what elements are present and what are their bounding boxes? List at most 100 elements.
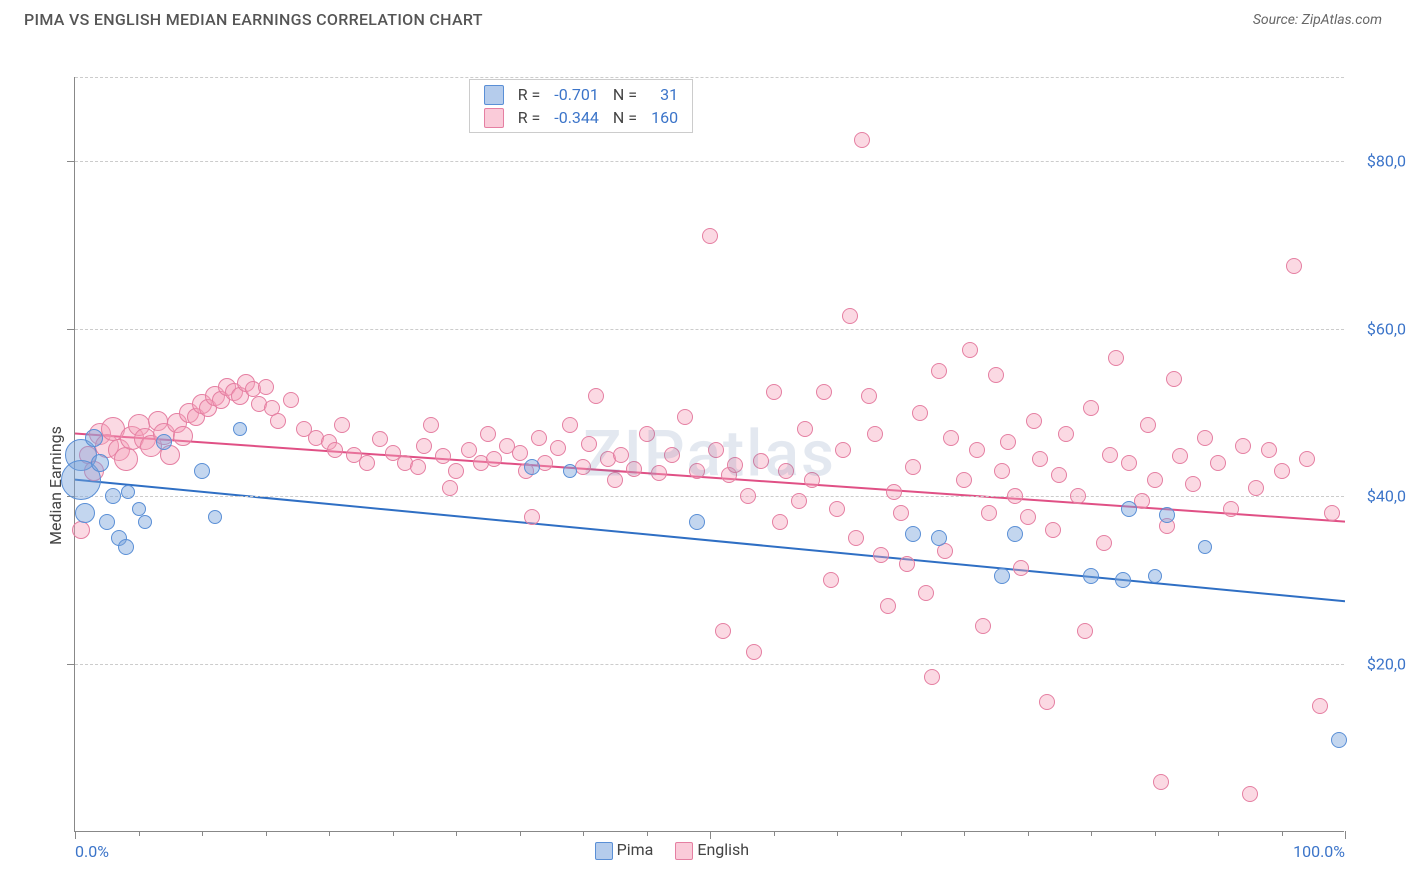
data-point-pima [208, 510, 222, 524]
x-tick-mark [1282, 831, 1283, 836]
x-tick-mark [75, 831, 76, 839]
x-tick-mark [774, 831, 775, 836]
data-point-english [816, 384, 832, 400]
x-tick-label: 100.0% [1293, 842, 1345, 861]
data-point-pima [1198, 540, 1212, 554]
data-point-english [1039, 694, 1055, 710]
x-tick-mark [583, 831, 584, 836]
data-point-english [823, 572, 839, 588]
legend-swatch-pima [484, 85, 504, 105]
data-point-english [1185, 476, 1201, 492]
plot-area: ZIPatlas R =-0.701N =31R =-0.344N =160 $… [74, 77, 1344, 832]
data-point-english [486, 451, 502, 467]
legend-r-value: -0.344 [548, 107, 605, 128]
data-point-english [531, 430, 547, 446]
gridline-h [75, 77, 1344, 78]
data-point-english [975, 618, 991, 634]
data-point-english [334, 417, 350, 433]
legend-stats-row: R =-0.701N =31 [478, 84, 684, 105]
data-point-english [1102, 447, 1118, 463]
y-tick-mark [67, 329, 75, 330]
data-point-english [524, 509, 540, 525]
data-point-english [639, 426, 655, 442]
x-tick-mark [329, 831, 330, 836]
legend-n-value: 31 [645, 84, 684, 105]
data-point-english [114, 447, 138, 471]
data-point-pima [931, 530, 947, 546]
gridline-h [75, 664, 1344, 665]
x-tick-mark [710, 831, 711, 839]
data-point-english [512, 445, 528, 461]
data-point-english [461, 442, 477, 458]
data-point-pima [233, 422, 247, 436]
data-point-english [359, 455, 375, 471]
legend-label: Pima [617, 840, 654, 859]
data-point-pima [75, 503, 95, 523]
data-point-pima [121, 485, 135, 499]
legend-n-value: 160 [645, 107, 684, 128]
y-tick-label: $80,000 [1354, 151, 1406, 170]
data-point-english [1147, 472, 1163, 488]
data-point-english [372, 431, 388, 447]
legend-n-label: N = [607, 107, 643, 128]
data-point-english [1140, 417, 1156, 433]
data-point-english [588, 388, 604, 404]
x-tick-mark [139, 831, 140, 836]
x-tick-mark [1345, 831, 1346, 839]
data-point-english [791, 493, 807, 509]
y-tick-mark [67, 664, 75, 665]
data-point-pima [118, 539, 134, 555]
legend-stats-box: R =-0.701N =31R =-0.344N =160 [469, 79, 693, 133]
data-point-english [804, 472, 820, 488]
data-point-english [924, 669, 940, 685]
data-point-pima [1007, 526, 1023, 542]
y-tick-label: $60,000 [1354, 319, 1406, 338]
data-point-english [848, 530, 864, 546]
data-point-english [988, 367, 1004, 383]
data-point-pima [138, 515, 152, 529]
data-point-english [283, 392, 299, 408]
data-point-english [918, 585, 934, 601]
x-tick-mark [901, 831, 902, 836]
data-point-english [797, 421, 813, 437]
data-point-english [1000, 434, 1016, 450]
data-point-english [1172, 448, 1188, 464]
x-tick-mark [1091, 831, 1092, 836]
data-point-english [702, 228, 718, 244]
data-point-english [943, 430, 959, 446]
data-point-english [829, 501, 845, 517]
data-point-english [835, 442, 851, 458]
gridline-h [75, 161, 1344, 162]
legend-r-label: R = [512, 84, 547, 105]
data-point-english [880, 598, 896, 614]
data-point-english [613, 447, 629, 463]
data-point-english [562, 417, 578, 433]
x-tick-mark [520, 831, 521, 836]
legend-stats-row: R =-0.344N =160 [478, 107, 684, 128]
data-point-english [423, 417, 439, 433]
data-point-pima [1121, 501, 1137, 517]
chart-title: PIMA VS ENGLISH MEDIAN EARNINGS CORRELAT… [24, 10, 483, 29]
legend-swatch-english [675, 842, 693, 860]
legend-stats-table: R =-0.701N =31R =-0.344N =160 [476, 82, 686, 130]
legend-swatch-english [484, 108, 504, 128]
legend-item-pima: Pima [595, 840, 654, 860]
data-point-pima [563, 464, 577, 478]
data-point-english [1045, 522, 1061, 538]
data-point-english [899, 556, 915, 572]
data-point-english [448, 463, 464, 479]
data-point-english [842, 308, 858, 324]
data-point-english [581, 436, 597, 452]
data-point-english [416, 438, 432, 454]
data-point-english [550, 440, 566, 456]
data-point-pima [156, 434, 172, 450]
data-point-english [1020, 509, 1036, 525]
data-point-english [1083, 400, 1099, 416]
x-tick-label: 0.0% [75, 842, 109, 861]
data-point-english [327, 442, 343, 458]
data-point-english [772, 514, 788, 530]
y-tick-mark [67, 161, 75, 162]
data-point-english [258, 379, 274, 395]
data-point-english [1235, 438, 1251, 454]
legend-r-value: -0.701 [548, 84, 605, 105]
